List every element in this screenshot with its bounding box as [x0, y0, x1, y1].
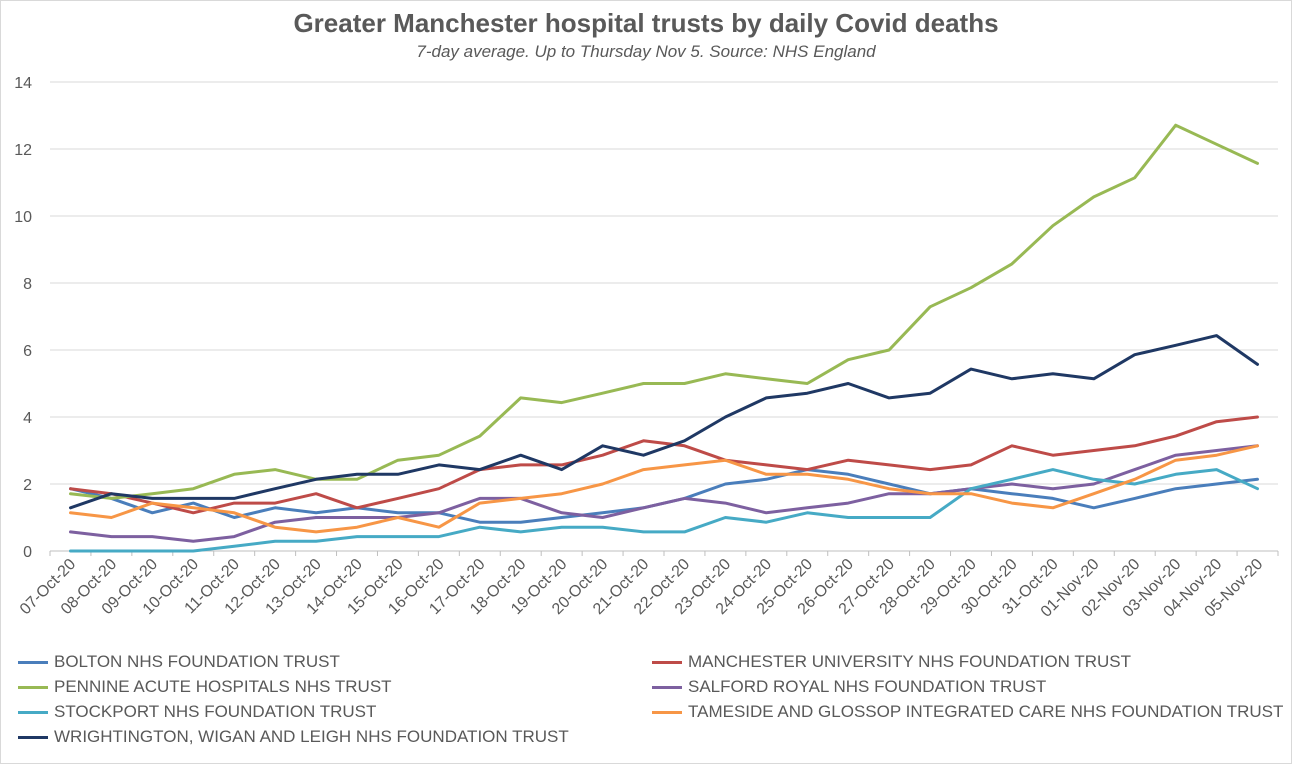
y-tick-label: 2 — [23, 477, 32, 494]
chart-title: Greater Manchester hospital trusts by da… — [293, 8, 999, 38]
y-tick-label: 8 — [23, 276, 32, 293]
legend-label: STOCKPORT NHS FOUNDATION TRUST — [54, 702, 377, 721]
legend-swatch — [652, 710, 682, 714]
y-tick-label: 0 — [23, 544, 32, 561]
legend-item: MANCHESTER UNIVERSITY NHS FOUNDATION TRU… — [652, 651, 1131, 673]
series-line — [69, 468, 1259, 553]
legend-label: TAMESIDE AND GLOSSOP INTEGRATED CARE NHS… — [688, 702, 1284, 721]
legend-label: PENNINE ACUTE HOSPITALS NHS TRUST — [54, 677, 392, 696]
legend-item: STOCKPORT NHS FOUNDATION TRUST — [18, 701, 376, 723]
legend-item: BOLTON NHS FOUNDATION TRUST — [18, 651, 340, 673]
legend-swatch — [18, 735, 48, 739]
y-tick-label: 4 — [23, 410, 32, 427]
legend-swatch — [18, 660, 48, 664]
chart-subtitle: 7-day average. Up to Thursday Nov 5. Sou… — [416, 42, 876, 61]
y-tick-label: 6 — [23, 343, 32, 360]
legend-label: SALFORD ROYAL NHS FOUNDATION TRUST — [688, 677, 1047, 696]
y-tick-label: 12 — [14, 142, 32, 159]
series-line — [69, 123, 1259, 500]
legend-item: PENNINE ACUTE HOSPITALS NHS TRUST — [18, 676, 392, 698]
series-line — [69, 334, 1259, 510]
series-line — [69, 415, 1259, 515]
legend-swatch — [18, 685, 48, 689]
series-line — [69, 444, 1259, 534]
y-tick-label: 14 — [14, 75, 32, 92]
legend-item: SALFORD ROYAL NHS FOUNDATION TRUST — [652, 676, 1046, 698]
y-tick-label: 10 — [14, 209, 32, 226]
legend-label: MANCHESTER UNIVERSITY NHS FOUNDATION TRU… — [688, 652, 1131, 671]
legend-swatch — [652, 685, 682, 689]
legend-item: TAMESIDE AND GLOSSOP INTEGRATED CARE NHS… — [652, 701, 1283, 723]
legend-swatch — [18, 710, 48, 714]
legend-label: WRIGHTINGTON, WIGAN AND LEIGH NHS FOUNDA… — [54, 727, 569, 746]
legend-label: BOLTON NHS FOUNDATION TRUST — [54, 652, 340, 671]
legend-swatch — [652, 660, 682, 664]
legend-item: WRIGHTINGTON, WIGAN AND LEIGH NHS FOUNDA… — [18, 726, 569, 748]
